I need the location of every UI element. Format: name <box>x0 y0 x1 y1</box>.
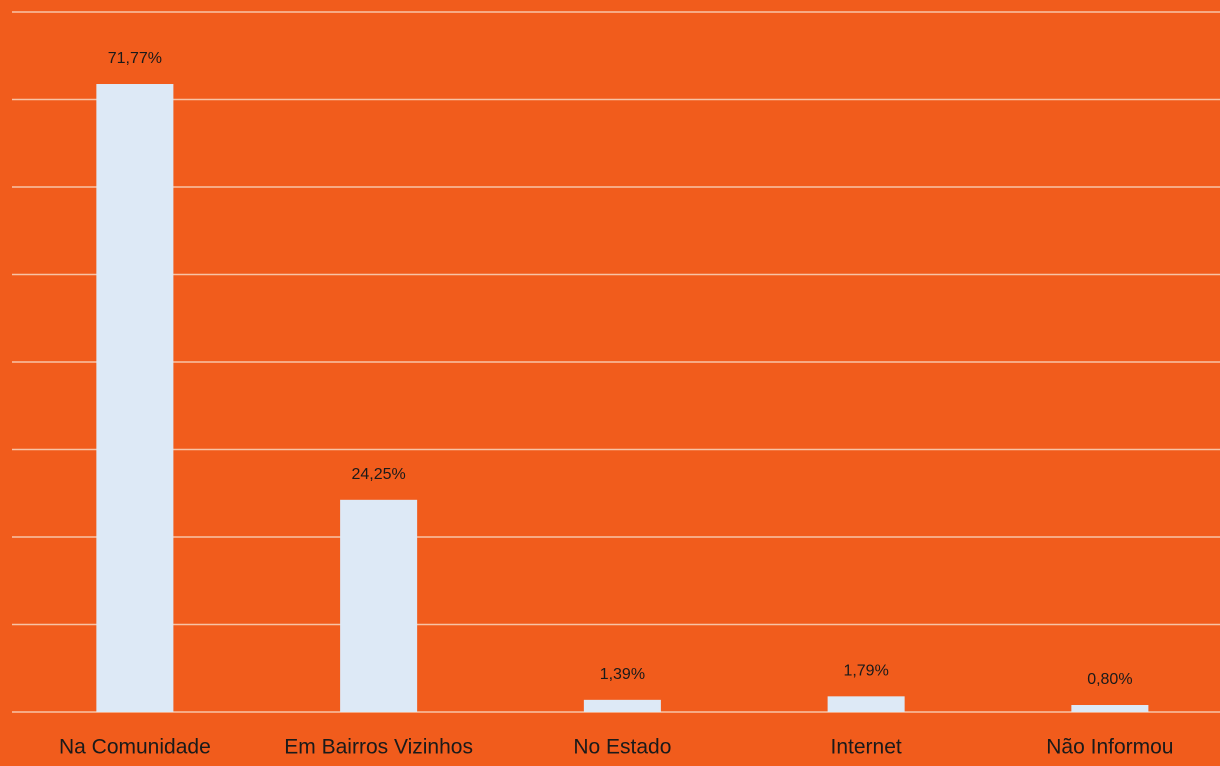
data-label: 1,39% <box>600 666 645 683</box>
bar <box>827 696 905 712</box>
bar <box>340 499 418 712</box>
x-tick-label: Não Informou <box>1046 736 1173 759</box>
bar <box>1071 705 1149 712</box>
x-tick-label: No Estado <box>573 736 671 759</box>
data-label: 71,77% <box>108 50 162 67</box>
data-label: 0,80% <box>1087 671 1132 688</box>
data-label: 24,25% <box>351 466 405 483</box>
bar <box>583 699 661 712</box>
data-label: 1,79% <box>843 663 888 680</box>
x-tick-label: Internet <box>831 736 902 759</box>
x-tick-label: Em Bairros Vizinhos <box>284 736 473 759</box>
x-tick-label: Na Comunidade <box>59 736 211 759</box>
bar <box>96 84 174 712</box>
